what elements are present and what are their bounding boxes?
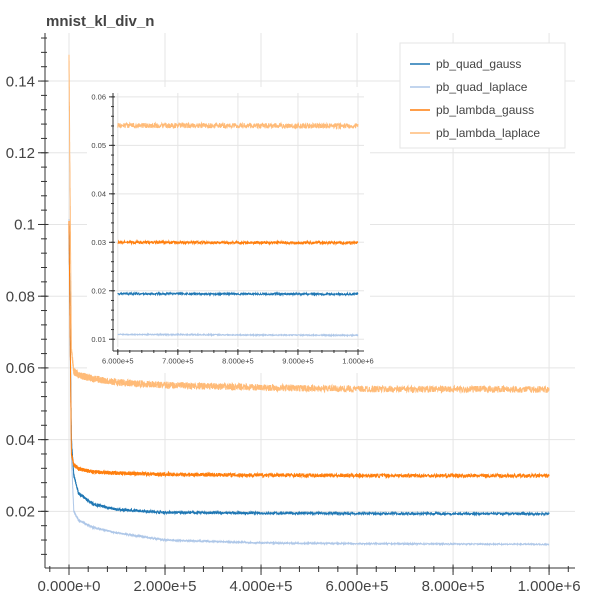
x-tick-label: 1.000e+6 (518, 578, 581, 595)
legend-label: pb_quad_laplace (436, 80, 528, 94)
legend-item: pb_quad_laplace (410, 80, 528, 94)
x-tick-label: 6.000e+5 (102, 357, 134, 366)
x-tick-label: 8.000e+5 (222, 357, 254, 366)
y-tick-label: 0.12 (6, 145, 35, 162)
legend-label: pb_quad_gauss (436, 57, 521, 71)
x-tick-label: 4.000e+5 (230, 578, 293, 595)
inset-plot: 0.01 0.02 0.03 0.04 0.05 0.06 6.000e+5 7.000e+5… (87, 87, 374, 373)
x-tick-label: 7.000e+5 (162, 357, 194, 366)
x-tick-label: 9.000e+5 (282, 357, 314, 366)
series-line-series-2 (117, 239, 359, 246)
y-tick-label: 0.06 (91, 93, 106, 102)
y-tick-label: 0.04 (6, 432, 35, 449)
x-tick-label: 0.000e+0 (38, 578, 101, 595)
y-tick-label: 0.02 (6, 504, 35, 521)
legend-item: pb_lambda_laplace (410, 126, 540, 140)
inset-background (87, 87, 370, 373)
series-line-series-0 (117, 291, 359, 297)
legend: pb_quad_gauss pb_quad_laplace pb_lambda_ga… (399, 42, 566, 149)
series-line-pb_quad_laplace (68, 219, 550, 547)
chart-title: mnist_kl_div_n (46, 13, 154, 30)
x-tick-label: 1.000e+6 (342, 357, 374, 366)
series-line-pb_lambda_gauss (68, 221, 550, 480)
legend-label: pb_lambda_gauss (436, 103, 534, 117)
legend-label: pb_lambda_laplace (436, 126, 540, 140)
y-tick-label: 0.03 (91, 238, 106, 247)
x-tick-label: 2.000e+5 (134, 578, 197, 595)
series-line-series-3 (117, 121, 359, 131)
series-line-series-1 (117, 332, 359, 338)
series-line-pb_lambda_laplace (68, 54, 550, 394)
legend-box (399, 42, 566, 149)
y-tick-label: 0.05 (91, 141, 106, 150)
y-tick-label: 0.04 (91, 189, 106, 198)
series-lines (117, 121, 359, 338)
x-tick-label: 6.000e+5 (326, 578, 389, 595)
legend-item: pb_lambda_gauss (410, 103, 534, 117)
y-tick-label: 0.1 (14, 217, 35, 234)
y-tick-label: 0.01 (91, 335, 106, 344)
y-tick-label: 0.06 (6, 360, 35, 377)
series-line-pb_quad_gauss (68, 219, 550, 517)
series-lines (68, 54, 550, 547)
y-tick-label: 0.08 (6, 288, 35, 305)
y-tick-label: 0.14 (6, 73, 35, 90)
y-tick-label: 0.02 (91, 286, 106, 295)
legend-item: pb_quad_gauss (410, 57, 521, 71)
x-tick-label: 8.000e+5 (422, 578, 485, 595)
